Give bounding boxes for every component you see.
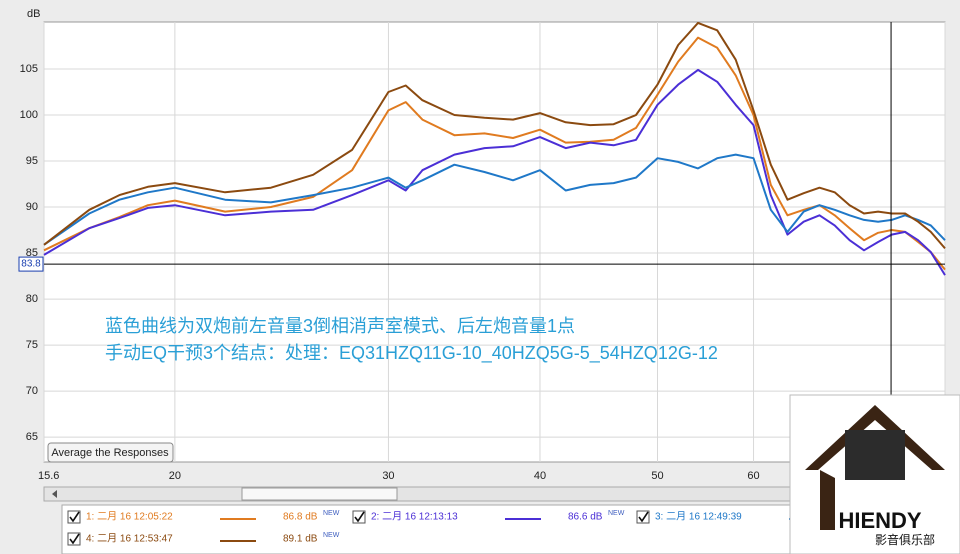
series-line	[43, 36, 946, 271]
checkbox-tick[interactable]	[638, 511, 649, 523]
y-tick-label: 105	[20, 63, 38, 75]
watermark-subtitle: 影音俱乐部	[875, 532, 935, 547]
legend-new-tag: NEW	[323, 510, 340, 517]
button-frame[interactable]	[47, 442, 174, 463]
legend-label: 2: 二月 16 12:13:13	[371, 511, 458, 523]
y-tick-label: 100	[20, 109, 38, 121]
logo-film	[845, 430, 905, 480]
x-tick-label: 30	[382, 470, 394, 482]
legend-level: 89.1 dB	[283, 534, 318, 545]
series-line	[43, 68, 946, 276]
y-tick-label: 65	[26, 431, 38, 443]
y-tick-label: 80	[26, 293, 38, 305]
legend: 1: 二月 16 12:05:22 86.8 dB NEW 2: 二月 16 12:1…	[67, 510, 825, 546]
legend-label: 4: 二月 16 12:53:47	[86, 533, 173, 545]
plot-area	[43, 21, 946, 463]
legend-panel	[61, 504, 803, 554]
legend-checkbox[interactable]	[67, 510, 81, 524]
annotation: 手动EQ干预3个结点：处理：EQ31HZQ11G-10_40HZQ5G-5_54…	[105, 343, 718, 364]
legend-level: 86.6 dB	[568, 512, 603, 523]
x-tick-label: 60	[747, 470, 759, 482]
legend-level: 86.8 dB	[283, 512, 318, 523]
annotation: 蓝色曲线为双炮前左音量3倒相消声室模式、后左炮音量1点	[105, 316, 575, 336]
y-tick-label: 95	[26, 155, 38, 167]
y-tick-label: 70	[26, 385, 38, 397]
y-tick-label: 90	[26, 201, 38, 213]
x-tick-label: 50	[651, 470, 663, 482]
watermark-title: HIENDY	[838, 508, 921, 533]
legend-checkbox[interactable]	[352, 510, 366, 524]
y-axis-label: dB	[27, 8, 40, 20]
ticks: 6570758085909510010515.6203040506086.3Hz…	[18, 22, 945, 482]
legend-label: 1: 二月 16 12:05:22	[86, 511, 173, 523]
x-tick-label: 15.6	[38, 470, 59, 482]
y-tick-label: 85	[26, 247, 38, 259]
average-button[interactable]: Average the Responses	[47, 442, 174, 463]
x-tick-label: 20	[169, 470, 181, 482]
grid	[43, 22, 946, 462]
x-tick-label: 40	[534, 470, 546, 482]
cursor-label: 83.8	[21, 259, 41, 270]
legend-checkbox[interactable]	[67, 532, 81, 546]
series-line	[43, 21, 946, 250]
checkbox-tick[interactable]	[354, 511, 365, 523]
legend-new-tag: NEW	[323, 532, 340, 539]
scrollbar[interactable]	[43, 486, 946, 502]
y-tick-label: 75	[26, 339, 38, 351]
legend-new-tag: NEW	[608, 510, 625, 517]
scroll-left[interactable]	[52, 490, 57, 498]
legend-label: 3: 二月 16 12:49:39	[655, 511, 742, 523]
legend-checkbox[interactable]	[636, 510, 650, 524]
scroll-thumb[interactable]	[241, 487, 398, 501]
checkbox-tick[interactable]	[69, 533, 80, 545]
button-label[interactable]: Average the Responses	[51, 447, 169, 459]
watermark: HIENDY 影音俱乐部	[789, 394, 960, 554]
cursor-label-box	[18, 256, 44, 272]
lines	[43, 21, 946, 276]
series-line	[43, 153, 946, 246]
checkbox-tick[interactable]	[69, 511, 80, 523]
